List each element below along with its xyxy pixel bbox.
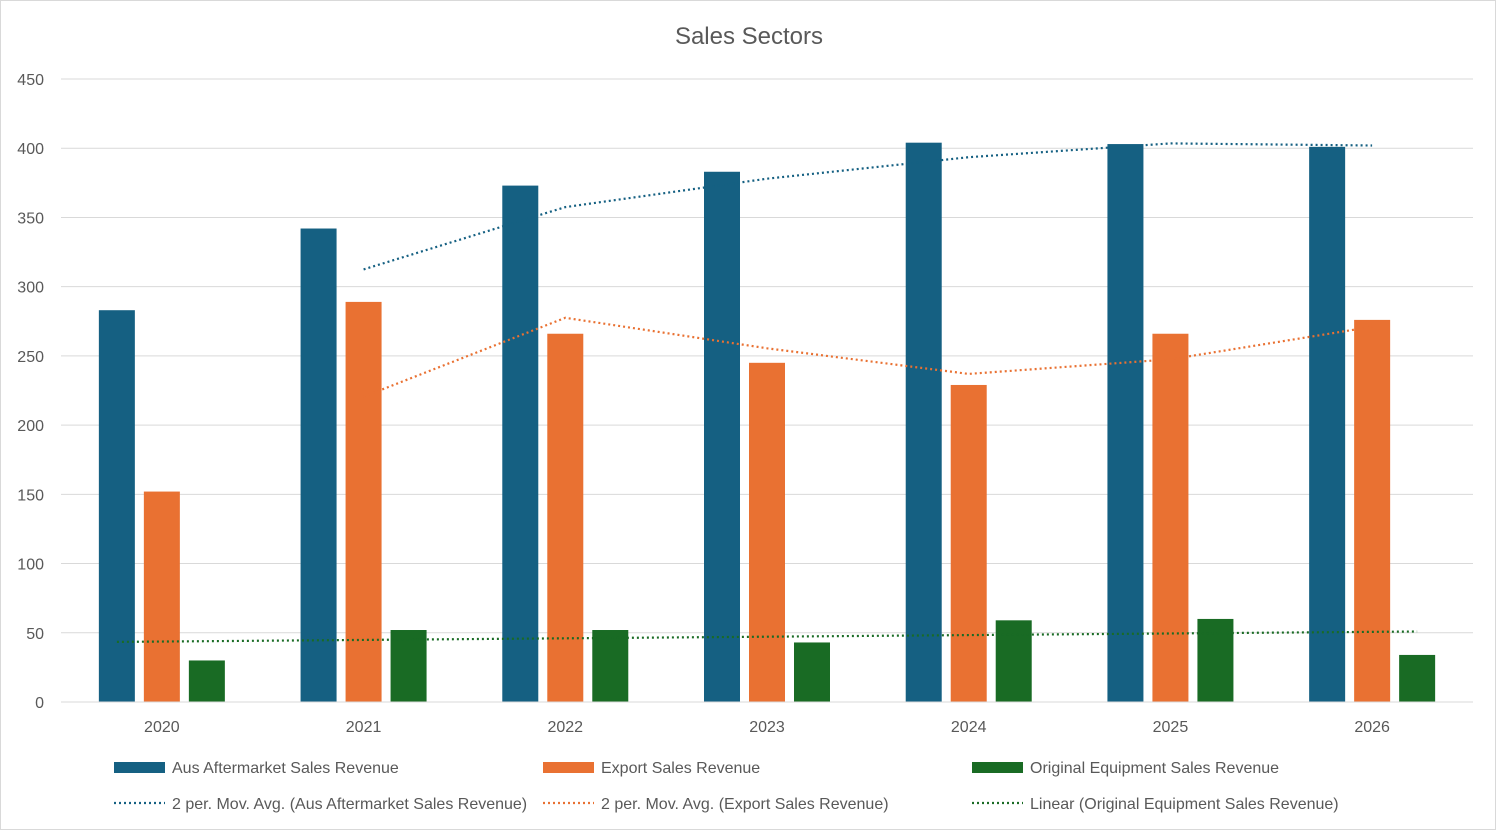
trendlines: [116, 142, 1418, 643]
x-tick-label: 2026: [1354, 719, 1390, 736]
legend-label: Linear (Original Equipment Sales Revenue…: [1030, 796, 1339, 813]
bar-1: [905, 142, 942, 702]
bar-1: [704, 171, 740, 702]
legend-label: 2 per. Mov. Avg. (Export Sales Revenue): [601, 796, 889, 813]
y-tick-label: 0: [35, 695, 44, 712]
bar-3: [1399, 654, 1436, 702]
legend: Aus Aftermarket Sales Revenue Export Sale…: [114, 760, 1339, 813]
trendline: [363, 316, 1373, 398]
bar-3: [1197, 618, 1234, 702]
bar-3: [188, 660, 225, 702]
x-tick-label: 2024: [951, 719, 987, 736]
bar-2: [749, 362, 785, 702]
legend-label: Export Sales Revenue: [601, 760, 760, 777]
x-tick-label: 2020: [144, 719, 180, 736]
y-tick-label: 50: [26, 626, 44, 643]
x-axis-ticks: 2020 2021 2022 2023 2024 2025 2026: [144, 719, 1390, 736]
bars: [98, 142, 1436, 703]
bar-2: [143, 491, 180, 702]
x-tick-label: 2023: [749, 719, 785, 736]
bar-2: [1354, 319, 1391, 702]
legend-swatch: [114, 762, 165, 773]
bar-3: [794, 642, 830, 702]
y-tick-label: 150: [17, 487, 44, 504]
y-tick-label: 300: [17, 280, 44, 297]
y-tick-label: 200: [17, 418, 44, 435]
bar-1: [1107, 144, 1144, 702]
bar-1: [300, 228, 337, 702]
y-tick-label: 400: [17, 141, 44, 158]
bar-1: [502, 185, 539, 702]
bar-3: [995, 620, 1032, 702]
bar-2: [547, 333, 584, 702]
bar-2: [1152, 333, 1189, 702]
y-tick-label: 100: [17, 557, 44, 574]
y-tick-label: 450: [17, 72, 44, 89]
chart-title: Sales Sectors: [675, 23, 823, 50]
legend-label: Aus Aftermarket Sales Revenue: [172, 760, 399, 777]
x-tick-label: 2022: [547, 719, 583, 736]
bar-2: [345, 301, 382, 702]
gridlines: [61, 78, 1473, 634]
legend-swatch: [972, 762, 1023, 773]
x-tick-label: 2021: [346, 719, 382, 736]
bar-2: [950, 384, 987, 702]
trendline: [116, 630, 1418, 643]
x-tick-label: 2025: [1153, 719, 1189, 736]
bar-1: [1309, 146, 1346, 703]
legend-label: Original Equipment Sales Revenue: [1030, 760, 1279, 777]
legend-swatch: [543, 762, 594, 773]
y-tick-label: 250: [17, 349, 44, 366]
legend-label: 2 per. Mov. Avg. (Aus Aftermarket Sales …: [172, 796, 527, 813]
bar-3: [390, 630, 427, 702]
y-axis-ticks: 0 50 100 150 200 250 300 350 400 450: [17, 72, 44, 712]
bar-3: [592, 630, 629, 702]
bar-1: [98, 310, 135, 702]
trendline: [363, 142, 1373, 271]
y-tick-label: 350: [17, 210, 44, 227]
